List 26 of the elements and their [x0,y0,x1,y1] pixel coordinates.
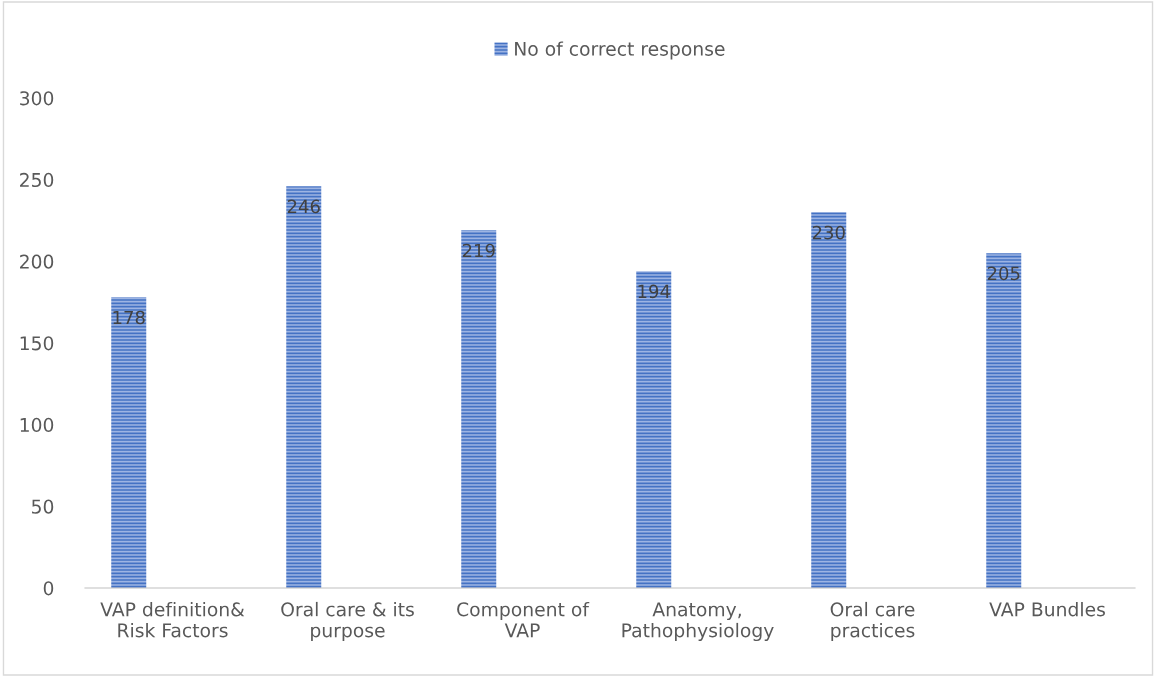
data-label: 246 [287,199,320,214]
y-tick-label: 0 [43,581,54,596]
x-tick-label: VAP Bundles [989,601,1105,617]
x-tick-label: Oral care practices [830,601,915,642]
y-tick-label: 250 [20,172,54,188]
y-tick-label: 150 [20,336,54,351]
x-tick-label: Anatomy, Pathophysiology [622,602,774,642]
x-tick-label: Component of VAP [457,601,590,638]
legend-label: No of correct response [515,41,725,60]
bar [811,212,847,588]
x-tick-label: VAP definition& Risk Factors [100,601,245,638]
data-label: 230 [812,225,845,240]
y-tick-label: 100 [20,417,54,433]
data-label: 178 [113,310,145,325]
data-label: 205 [987,266,1020,281]
x-tick-label: Oral care & its purpose [281,601,414,642]
data-label: 194 [638,284,670,299]
bar [461,230,497,588]
bar [636,271,672,588]
y-tick-label: 200 [20,254,54,269]
bar [286,186,322,588]
bar [111,297,147,588]
data-label: 219 [462,243,495,258]
y-tick-label: 50 [32,499,54,514]
bar [986,253,1022,588]
y-tick-label: 300 [20,91,54,106]
